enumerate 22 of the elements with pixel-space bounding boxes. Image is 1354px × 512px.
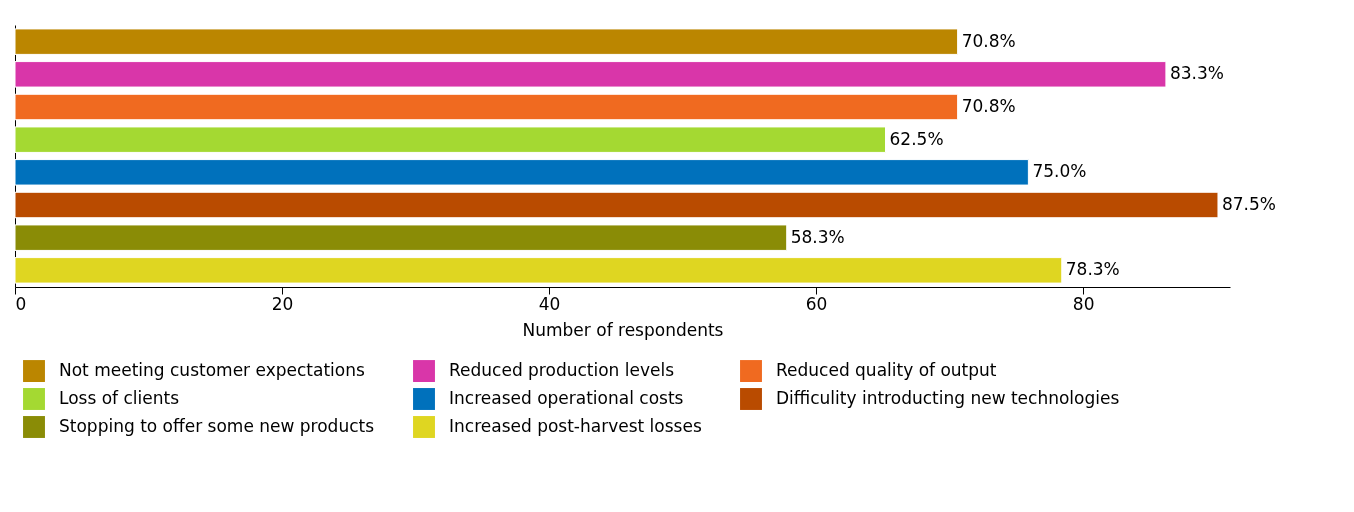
legend-label: Reduced quality of output (776, 360, 997, 381)
annotation: 75.0% (1032, 161, 1087, 182)
x-tick-label: 20 (271, 293, 294, 314)
annotation: 62.5% (889, 128, 944, 149)
annotation: 87.5% (1221, 194, 1276, 214)
legend-label: Stopping to offer some new products (59, 416, 375, 436)
legend-label: Increased post-harvest losses (449, 416, 702, 436)
x-tick-label: 40 (538, 293, 561, 314)
x-tick-label: 80 (1072, 293, 1095, 314)
legend-label: Difficulity introducting new technologies (776, 388, 1120, 408)
x-axis-title: Number of respondents (522, 319, 724, 340)
annotation: 58.3% (790, 226, 845, 247)
annotation: 83.3% (1169, 63, 1224, 84)
legend-label: Reduced production levels (449, 360, 675, 381)
x-tick-label: 60 (805, 293, 828, 314)
x-tick-label: 0 (15, 293, 27, 314)
legend-label: Loss of clients (59, 388, 180, 408)
legend-label: Not meeting customer expectations (59, 360, 365, 381)
annotation: 78.3% (1065, 259, 1120, 280)
annotation: 70.8% (961, 96, 1016, 116)
annotation: 70.8% (961, 30, 1016, 51)
legend-label: Increased operational costs (449, 388, 684, 408)
